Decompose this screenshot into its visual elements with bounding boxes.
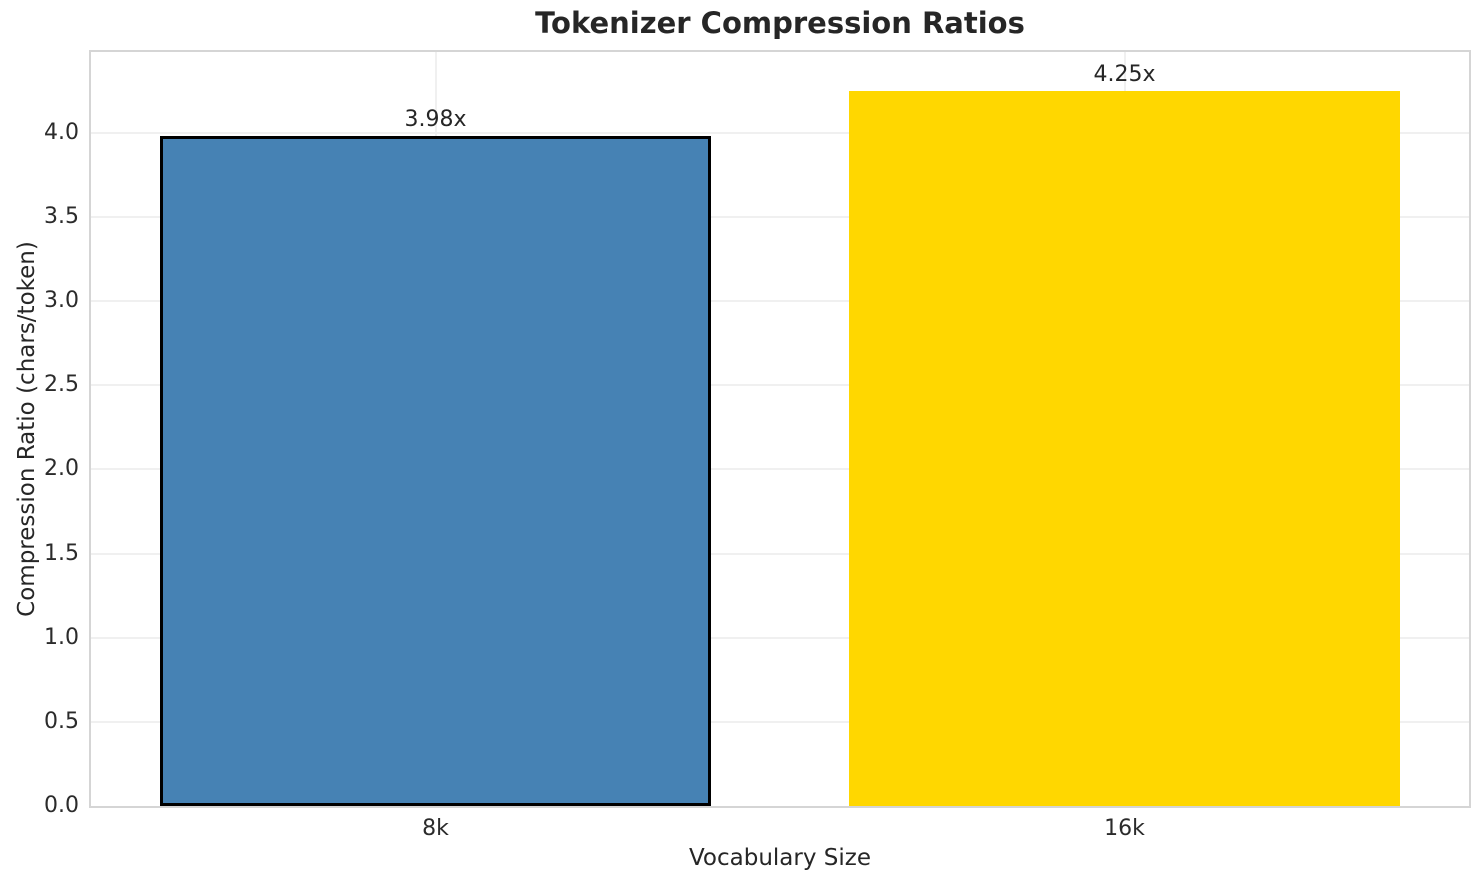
y-tick-label: 1.5 bbox=[44, 540, 79, 566]
chart-title: Tokenizer Compression Ratios bbox=[535, 6, 1025, 40]
y-gridline bbox=[91, 215, 1469, 218]
y-tick-label: 2.0 bbox=[44, 456, 79, 482]
y-gridline bbox=[91, 131, 1469, 134]
bar-value-label: 4.25x bbox=[1093, 61, 1156, 87]
y-tick-label: 3.5 bbox=[44, 203, 79, 229]
y-tick-label: 2.5 bbox=[44, 372, 79, 398]
bar-8k bbox=[159, 136, 712, 806]
x-axis-label: Vocabulary Size bbox=[688, 845, 871, 871]
bar-value-label: 3.98x bbox=[404, 107, 467, 133]
y-gridline bbox=[91, 636, 1469, 639]
y-tick-label: 4.0 bbox=[44, 119, 79, 145]
x-tick-label: 16k bbox=[1104, 816, 1145, 841]
y-gridline bbox=[91, 552, 1469, 555]
y-gridline bbox=[91, 384, 1469, 387]
x-tick-label: 8k bbox=[422, 816, 449, 841]
y-gridline bbox=[91, 300, 1469, 303]
y-tick-label: 1.0 bbox=[44, 624, 79, 650]
bar-16k bbox=[848, 90, 1401, 806]
plot-area: 3.98x 4.25x bbox=[89, 50, 1471, 808]
y-tick-label: 3.0 bbox=[44, 288, 79, 314]
y-tick-label: 0.0 bbox=[44, 793, 79, 818]
y-gridline bbox=[91, 468, 1469, 471]
y-tick-label: 0.5 bbox=[44, 708, 79, 734]
y-gridline bbox=[91, 720, 1469, 723]
